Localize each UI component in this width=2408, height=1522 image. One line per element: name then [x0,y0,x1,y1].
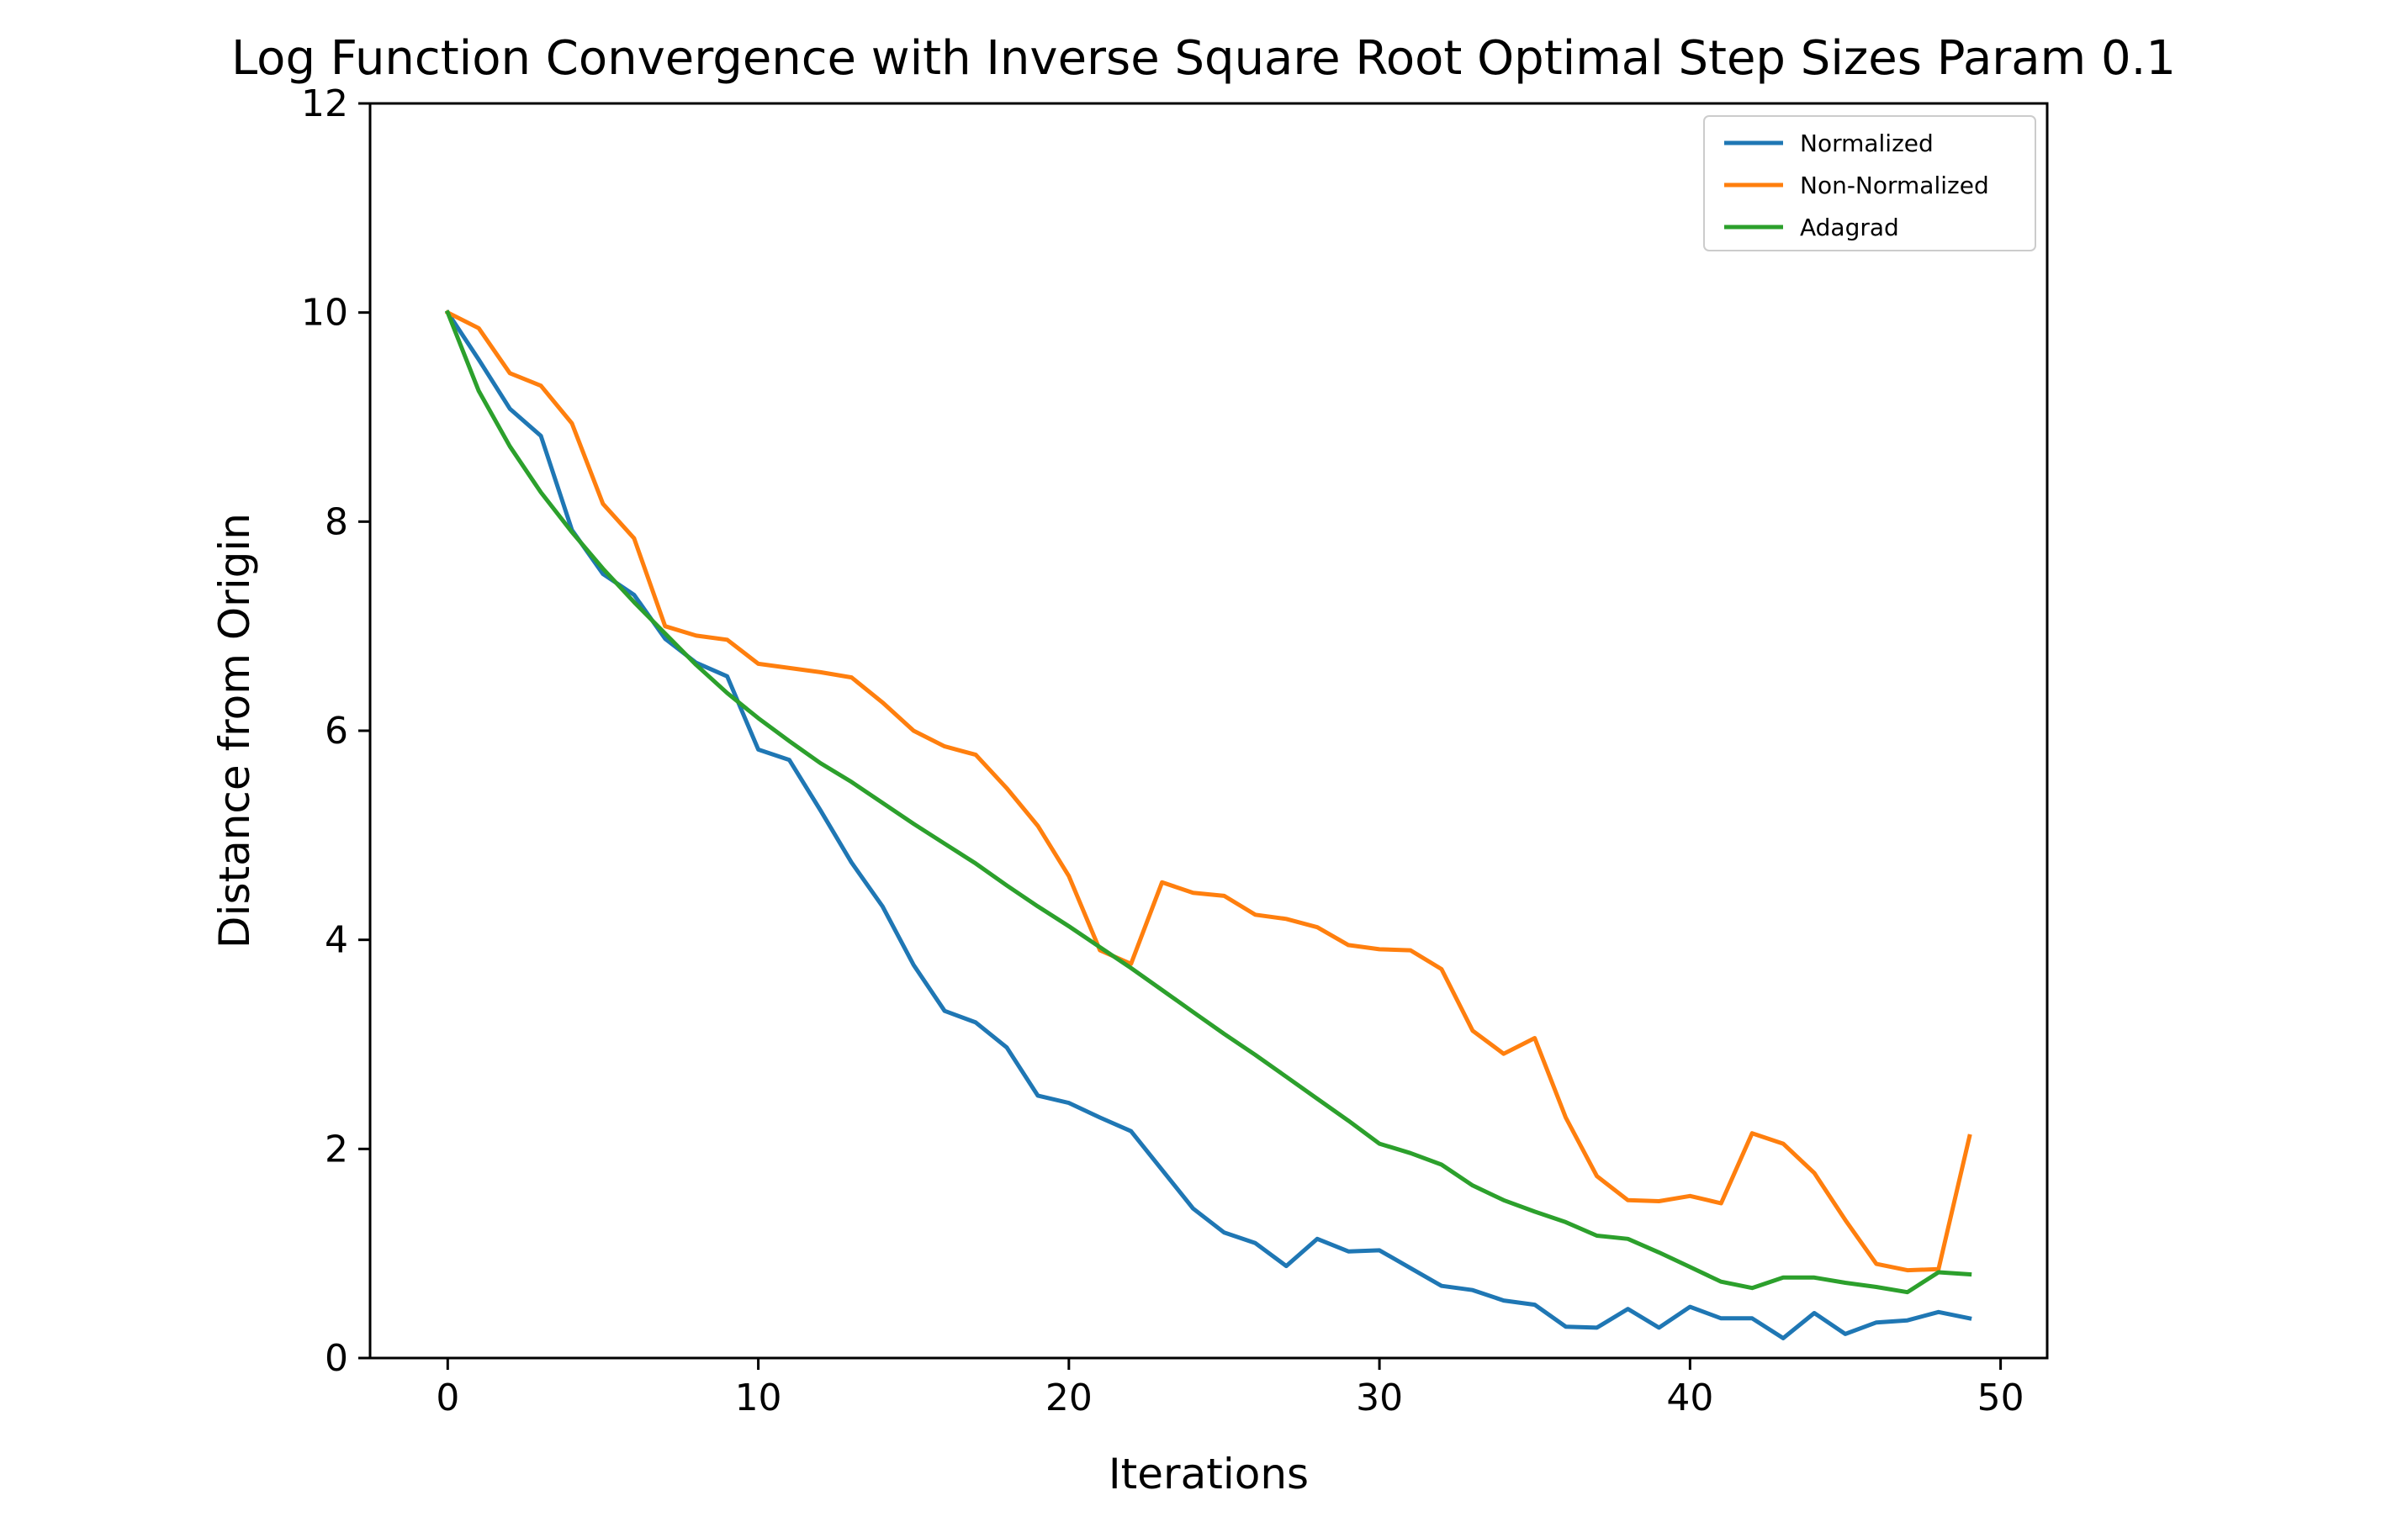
y-tick-label: 0 [325,1337,348,1380]
x-tick-label: 0 [436,1377,459,1419]
legend-label-non-normalized: Non-Normalized [1800,172,1989,199]
legend-box [1703,115,2036,251]
x-tick-label: 40 [1666,1377,1713,1419]
y-axis: 0 2 4 6 8 10 12 [301,82,370,1380]
x-tick-label: 10 [735,1377,782,1419]
y-tick-label: 12 [301,82,348,125]
series-lines [444,309,1972,1340]
y-axis-label: Distance from Origin [210,513,259,949]
legend-label-adagrad: Adagrad [1800,214,1899,241]
series-line-adagrad [445,309,1972,1295]
x-tick-label: 50 [1977,1377,2024,1419]
x-tick-label: 20 [1045,1377,1093,1419]
plot-frame [368,102,2049,1360]
legend-label-normalized: Normalized [1800,129,1934,157]
y-tick-label: 4 [325,919,348,962]
series-line-non-normalized [444,309,1972,1273]
y-tick-label: 8 [325,500,348,543]
x-tick-label: 30 [1356,1377,1403,1419]
y-tick-label: 2 [325,1128,348,1171]
y-tick-label: 10 [301,292,348,335]
chart-title: Log Function Convergence with Inverse Sq… [231,31,2176,86]
x-axis-label: Iterations [1109,1450,1309,1498]
x-axis: 0 10 20 30 40 50 [436,1358,2024,1419]
legend: Normalized Non-Normalized Adagrad [1703,115,2036,251]
y-tick-label: 6 [325,710,348,753]
series-line-normalized [444,309,1972,1340]
